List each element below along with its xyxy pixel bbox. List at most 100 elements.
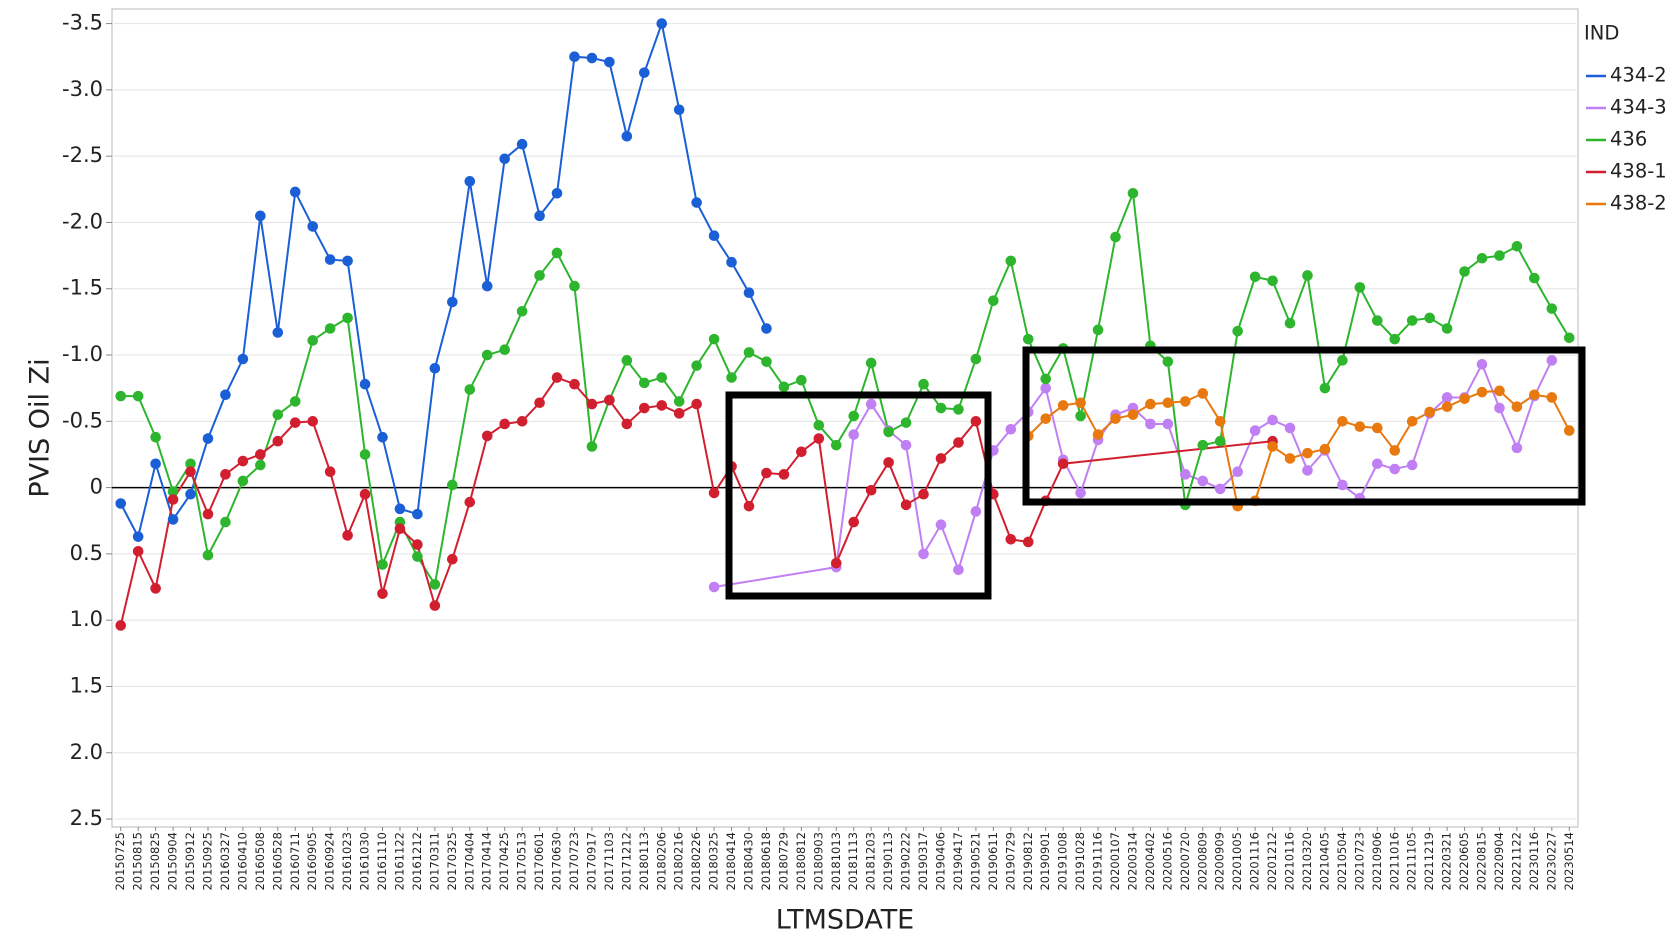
data-point [1337, 355, 1348, 366]
data-point [1529, 389, 1540, 401]
x-tick-label: 20190417 [951, 832, 965, 891]
data-point [1389, 445, 1401, 456]
data-point [830, 557, 842, 569]
data-point [1145, 418, 1156, 430]
x-tick-label: 20161212 [410, 832, 424, 891]
x-tick-label: 20180206 [654, 832, 668, 891]
data-point [1022, 333, 1034, 345]
data-point [342, 312, 353, 324]
x-tick-label: 20191028 [1073, 832, 1087, 891]
data-point [813, 419, 825, 431]
data-point [1005, 534, 1017, 545]
data-point [953, 437, 964, 448]
data-point [656, 18, 668, 29]
data-point [1214, 416, 1226, 427]
data-point [796, 446, 807, 458]
data-point [237, 353, 249, 365]
x-tick-label: 20200720 [1178, 832, 1192, 891]
data-point [1162, 418, 1174, 430]
data-point [970, 416, 982, 427]
data-point [778, 381, 790, 393]
data-point [761, 467, 772, 479]
x-tick-label: 20170325 [445, 832, 459, 891]
data-point [150, 431, 161, 443]
data-point [1110, 413, 1121, 424]
data-point [1337, 416, 1348, 427]
data-point [429, 362, 441, 374]
x-tick-label: 20160508 [253, 832, 267, 891]
data-point [394, 523, 406, 535]
data-point [1267, 414, 1278, 426]
highlight-box [1022, 346, 1586, 506]
data-point [342, 530, 353, 541]
x-tick-label: 20161110 [375, 832, 389, 891]
data-point [638, 377, 650, 389]
data-point [1441, 323, 1453, 334]
data-point [1389, 333, 1401, 345]
data-point [691, 197, 702, 208]
legend-label: 434-2 [1610, 64, 1667, 87]
data-point [115, 498, 127, 509]
data-point [289, 186, 301, 198]
data-point [464, 176, 476, 187]
data-point [167, 514, 179, 525]
data-point [132, 545, 144, 557]
data-point [830, 439, 842, 451]
data-point [412, 508, 423, 520]
data-point [1494, 250, 1505, 261]
data-point [848, 429, 860, 440]
data-point [935, 402, 947, 414]
data-point [551, 372, 563, 383]
x-tick-label: 20170414 [480, 832, 494, 891]
data-point [289, 417, 301, 428]
x-tick-label: 20180325 [707, 832, 721, 891]
x-tick-label: 20200107 [1108, 832, 1122, 891]
y-tick-label: -1.0 [62, 342, 103, 366]
x-tick-label: 20150825 [148, 832, 162, 891]
data-point [726, 372, 737, 383]
data-point [656, 400, 668, 411]
data-point [412, 539, 423, 550]
data-point [1057, 400, 1069, 411]
x-tick-label: 20200909 [1213, 832, 1227, 891]
data-point [1511, 442, 1523, 454]
data-point [673, 396, 685, 407]
x-tick-label: 20181113 [846, 832, 860, 891]
data-point [935, 453, 947, 464]
data-point [1249, 425, 1261, 436]
data-point [167, 494, 179, 505]
data-point [307, 335, 319, 346]
data-point [970, 506, 982, 517]
y-tick-label: -1.5 [62, 276, 103, 300]
x-tick-label: 20211016 [1387, 832, 1401, 891]
data-point [481, 430, 493, 442]
legend-label: 434-3 [1610, 96, 1667, 119]
data-point [638, 67, 650, 78]
data-point [324, 466, 336, 477]
data-point [1529, 272, 1540, 284]
data-point [743, 287, 755, 299]
data-point [1354, 282, 1366, 293]
x-tick-label: 20180216 [672, 832, 686, 891]
series-line [120, 192, 1571, 588]
data-point [115, 390, 127, 402]
data-point [342, 255, 353, 267]
data-point [848, 410, 860, 422]
x-tick-label: 20190611 [986, 832, 1000, 891]
x-tick-label: 20170601 [532, 832, 546, 891]
data-point [586, 52, 598, 64]
data-point [359, 449, 371, 460]
data-point [586, 441, 598, 452]
data-point [1546, 303, 1558, 314]
data-point [708, 333, 720, 345]
x-tick-label: 20201212 [1265, 832, 1279, 891]
data-point [708, 230, 720, 242]
data-point [743, 347, 755, 358]
data-point [1302, 447, 1313, 459]
data-point [202, 433, 214, 444]
y-tick-label: 1.0 [70, 607, 103, 631]
data-point [604, 56, 615, 68]
data-point [1511, 401, 1523, 413]
data-point [883, 457, 894, 468]
data-point [1406, 315, 1418, 326]
